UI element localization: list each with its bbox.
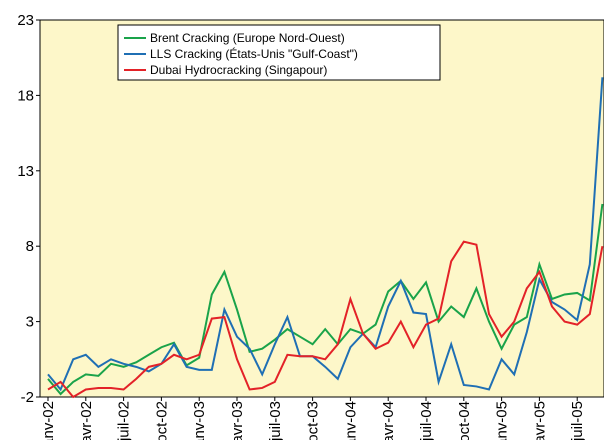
x-tick-label: avr-02 (78, 401, 95, 440)
x-tick-label: avr-03 (229, 401, 246, 440)
legend-label: Brent Cracking (Europe Nord-Ouest) (150, 31, 345, 45)
x-tick-label: janv-03 (191, 401, 208, 440)
legend-box (117, 24, 441, 81)
y-tick-label: 18 (17, 87, 34, 104)
x-tick-label: juil-03 (267, 401, 284, 440)
y-tick-label: 13 (17, 163, 34, 180)
legend-label: Dubai Hydrocracking (Singapour) (150, 63, 327, 77)
y-tick-label: 8 (26, 238, 34, 255)
x-tick-label: janv-02 (40, 401, 57, 440)
x-tick-label: janv-04 (342, 401, 359, 440)
x-tick-label: juil-02 (116, 401, 133, 440)
series-line (47, 203, 604, 396)
y-tick-label: 3 (26, 314, 34, 331)
x-tick-label: oct-02 (153, 401, 170, 440)
x-tick-label: avr-04 (380, 401, 397, 440)
x-tick-label: juil-05 (569, 401, 586, 440)
series-line (47, 240, 604, 399)
x-tick-label: janv-05 (494, 401, 511, 440)
series-line (47, 77, 604, 392)
legend: Brent Cracking (Europe Nord-Ouest)LLS Cr… (117, 24, 441, 81)
y-tick-label: 23 (17, 12, 34, 29)
y-tick-label: -2 (21, 389, 34, 406)
legend-label: LLS Cracking (États-Unis "Gulf-Coast") (150, 46, 358, 61)
x-tick-label: juil-04 (418, 401, 435, 440)
x-tick-label: oct-03 (305, 401, 322, 440)
x-tick-label: avr-05 (531, 401, 548, 440)
x-tick-label: oct-04 (456, 401, 473, 440)
